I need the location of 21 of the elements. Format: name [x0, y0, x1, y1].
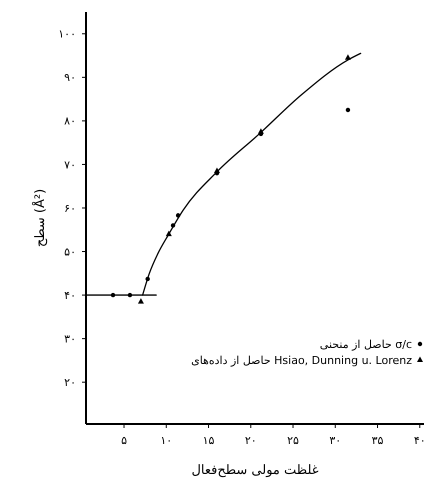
y-tick-label: ۷۰	[64, 158, 76, 172]
y-tick-label: ۴۰	[64, 288, 76, 302]
legend-label: حاصل از داده‌های Hsiao, Dunning u. Lorenz	[191, 354, 412, 367]
x-tick-label: ۳۵	[372, 434, 384, 447]
x-tick-label: ۱۵	[202, 434, 215, 447]
y-tick-label: ۳۰	[64, 332, 76, 346]
legend-label: حاصل از منحنی σ/c	[320, 338, 412, 351]
x-tick-label: ۳۰	[329, 434, 342, 447]
x-tick-label: ۵	[121, 434, 128, 447]
y-tick-label: ۱۰۰	[58, 28, 76, 41]
x-axis-title: غلظت مولی سطح‌فعال	[191, 463, 319, 478]
y-tick-label: ۵۰	[64, 245, 76, 258]
x-tick-label: ۴۰	[414, 434, 426, 447]
y-tick-label: ۲۰	[64, 376, 76, 390]
y-tick-label: ۸۰	[64, 114, 76, 128]
x-tick-label: ۲۵	[287, 434, 300, 447]
x-tick-label: ۲۰	[244, 434, 257, 447]
y-tick-label: ۹۰	[64, 71, 76, 84]
y-axis-title: سطح (Å²)	[31, 188, 48, 248]
x-tick-label: ۱۰	[160, 434, 172, 447]
y-tick-label: ۶۰	[64, 202, 76, 215]
